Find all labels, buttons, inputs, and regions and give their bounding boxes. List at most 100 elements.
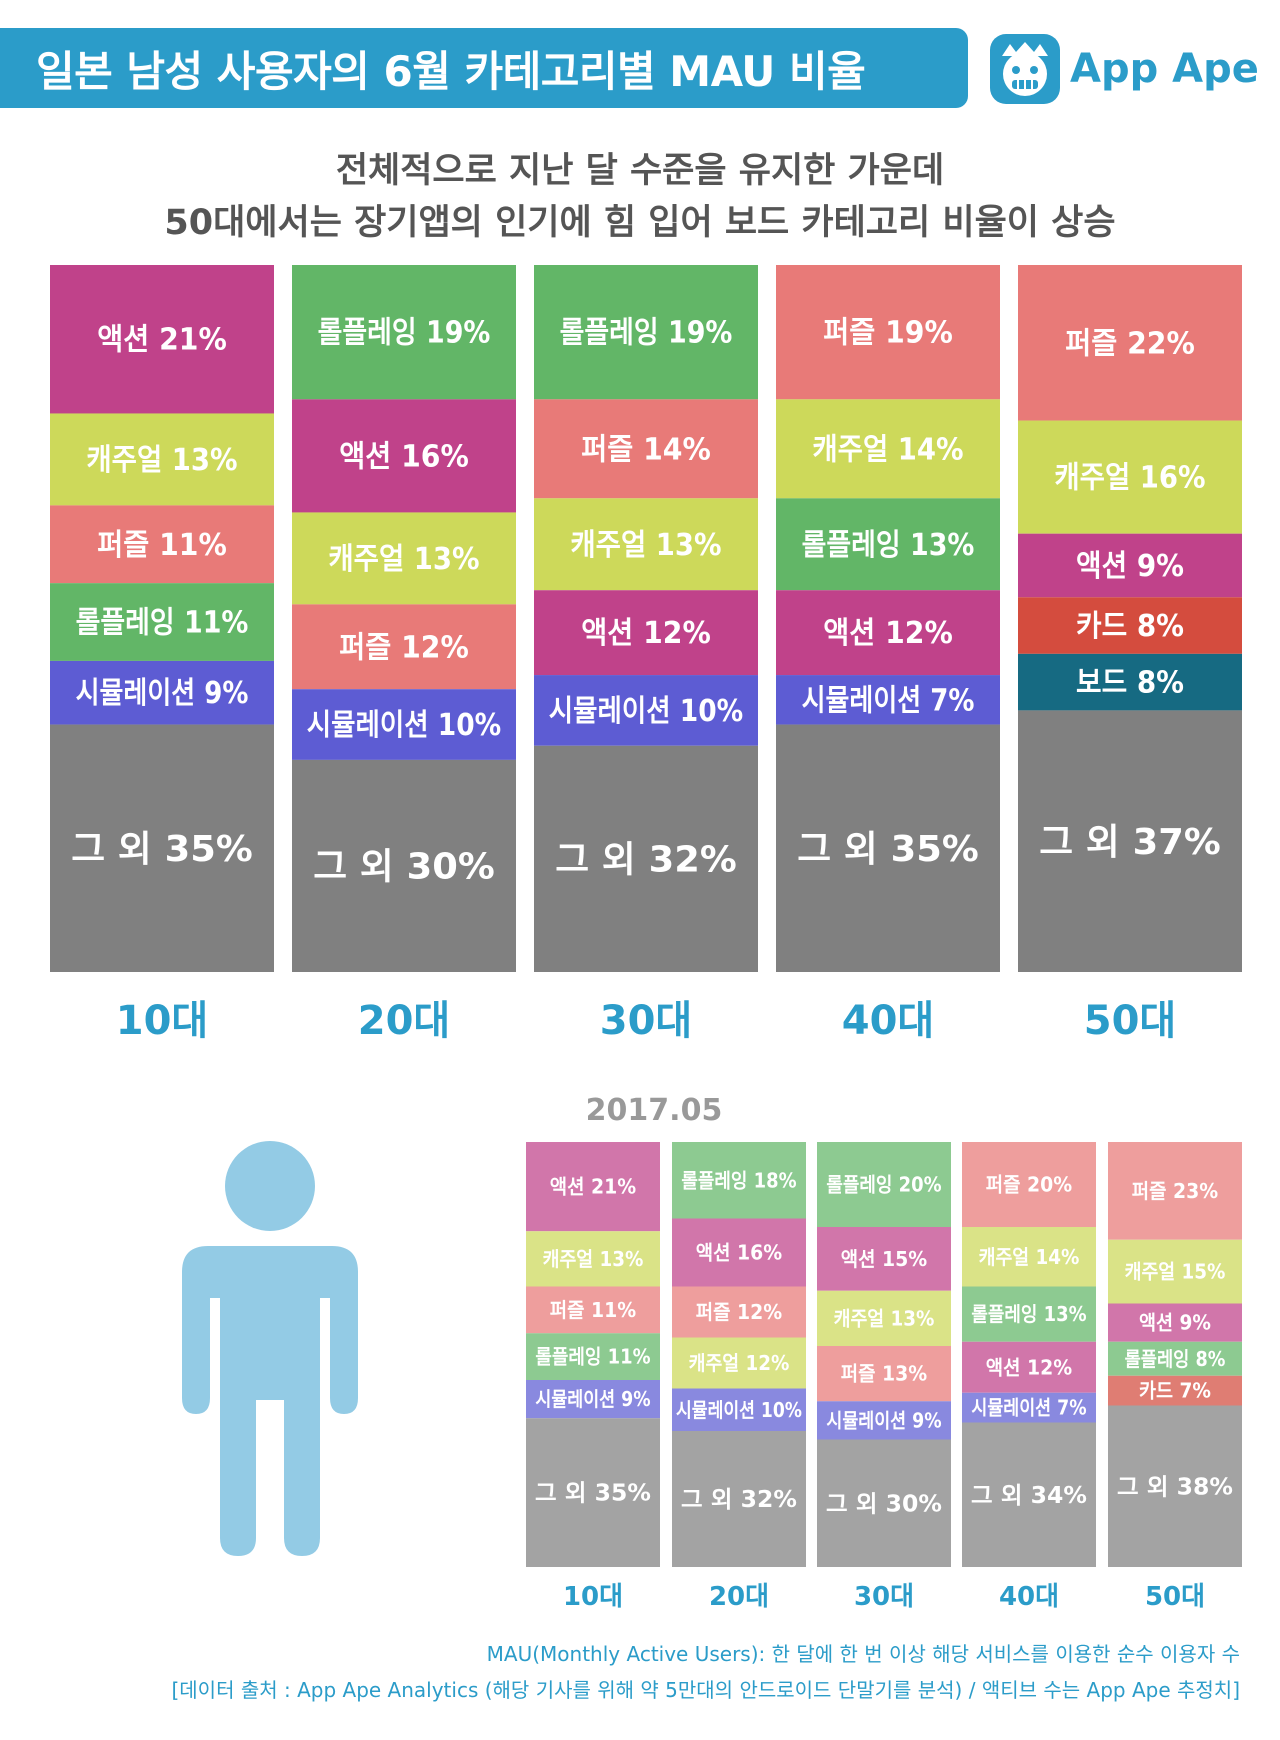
bar-segment bbox=[776, 590, 1000, 676]
data-label: 캐주얼 13% bbox=[543, 1247, 644, 1271]
data-label: 퍼즐 23% bbox=[1132, 1179, 1218, 1203]
subtitle-line-1: 전체적으로 지난 달 수준을 유지한 가운데 bbox=[335, 151, 945, 191]
chart-1: 액션 21% 캐주얼 13% 퍼즐 11% 롤플레잉 11% 시뮬레이션 9% 그 외 3… bbox=[50, 265, 1242, 972]
page-title: 일본 남성 사용자의 6월 카테고리별 MAU 비율 bbox=[36, 46, 866, 96]
category-label: 30대 bbox=[600, 998, 692, 1044]
data-label: 캐주얼 14% bbox=[812, 432, 963, 467]
data-label: 카드 8% bbox=[1076, 609, 1184, 644]
bar-segment bbox=[1018, 265, 1242, 421]
data-label: 그 외 30% bbox=[313, 847, 494, 888]
data-label: 캐주얼 12% bbox=[689, 1351, 790, 1375]
bar-segment bbox=[776, 498, 1000, 591]
data-label: 보드 8% bbox=[1076, 666, 1184, 701]
bar-segment bbox=[534, 399, 758, 499]
data-label: 롤플레잉 19% bbox=[318, 316, 491, 351]
bar-segment bbox=[672, 1388, 806, 1431]
bar-segment bbox=[526, 1380, 660, 1419]
data-label: 롤플레잉 11% bbox=[76, 606, 249, 641]
bar-segment bbox=[962, 1286, 1096, 1342]
category-label: 50대 bbox=[1145, 1582, 1205, 1612]
bar-segment bbox=[776, 399, 1000, 499]
data-label: 퍼즐 12% bbox=[339, 630, 469, 665]
data-label: 퍼즐 12% bbox=[696, 1300, 782, 1324]
data-label: 그 외 37% bbox=[1039, 822, 1220, 863]
data-label: 롤플레잉 8% bbox=[1125, 1347, 1226, 1371]
bar-segment bbox=[672, 1142, 806, 1219]
bar-segment bbox=[292, 399, 516, 513]
bar-segment bbox=[1108, 1142, 1242, 1240]
category-label: 10대 bbox=[563, 1582, 623, 1612]
bar-segment bbox=[526, 1333, 660, 1380]
data-label: 시뮬레이션 10% bbox=[307, 708, 501, 743]
bar-segment bbox=[1108, 1239, 1242, 1304]
mau-definition: MAU(Monthly Active Users): 한 달에 한 번 이상 해… bbox=[486, 1642, 1240, 1666]
bar-segment bbox=[526, 1286, 660, 1334]
bar-segment bbox=[776, 675, 1000, 725]
data-label: 시뮬레이션 10% bbox=[676, 1398, 802, 1422]
bar-segment bbox=[1018, 710, 1242, 972]
data-label: 액션 9% bbox=[1076, 549, 1184, 584]
data-label: 그 외 30% bbox=[826, 1491, 942, 1517]
chart-2: 액션 21% 캐주얼 13% 퍼즐 11% 롤플레잉 11% 시뮬레이션 9% 그 외 3… bbox=[526, 1142, 1242, 1567]
data-label: 퍼즐 19% bbox=[823, 316, 953, 351]
data-label: 시뮬레이션 10% bbox=[549, 694, 743, 729]
data-label: 액션 12% bbox=[823, 616, 953, 651]
data-label: 캐주얼 14% bbox=[979, 1245, 1080, 1269]
data-label: 그 외 35% bbox=[535, 1481, 651, 1507]
bar-segment bbox=[817, 1227, 951, 1291]
brand-name: App Ape bbox=[1070, 46, 1259, 92]
brand: App Ape bbox=[988, 32, 1259, 106]
category-label: 20대 bbox=[709, 1582, 769, 1612]
data-label: 시뮬레이션 9% bbox=[76, 676, 249, 711]
data-label: 액션 16% bbox=[339, 439, 469, 474]
bar-segment bbox=[534, 498, 758, 591]
data-label: 그 외 34% bbox=[971, 1483, 1087, 1509]
data-label: 롤플레잉 13% bbox=[971, 1302, 1086, 1326]
bar-segment bbox=[817, 1439, 951, 1567]
bar-segment bbox=[962, 1422, 1096, 1567]
data-label: 그 외 32% bbox=[681, 1487, 797, 1513]
data-label: 액션 12% bbox=[986, 1355, 1072, 1379]
data-label: 롤플레잉 19% bbox=[560, 316, 733, 351]
data-label: 퍼즐 11% bbox=[550, 1298, 636, 1322]
data-label: 액션 16% bbox=[696, 1241, 782, 1265]
subtitle: 전체적으로 지난 달 수준을 유지한 가운데 50대에서는 장기앱의 인기에 힘… bbox=[0, 145, 1280, 249]
bar-segment bbox=[962, 1392, 1096, 1423]
bar-segment bbox=[1108, 1341, 1242, 1376]
chart-title: 2017.05 bbox=[586, 1093, 723, 1128]
bar-segment bbox=[1108, 1405, 1242, 1567]
bar-segment bbox=[50, 265, 274, 414]
bar-segment bbox=[1018, 597, 1242, 654]
footnotes: MAU(Monthly Active Users): 한 달에 한 번 이상 해… bbox=[171, 1636, 1240, 1708]
data-label: 롤플레잉 13% bbox=[802, 528, 975, 563]
category-label: 20대 bbox=[358, 998, 450, 1044]
bar-segment bbox=[962, 1142, 1096, 1227]
data-label: 그 외 38% bbox=[1117, 1474, 1233, 1500]
category-label: 10대 bbox=[116, 998, 208, 1044]
category-label: 30대 bbox=[854, 1582, 914, 1612]
data-label: 액션 15% bbox=[841, 1247, 927, 1271]
bar-segment bbox=[962, 1227, 1096, 1287]
bar-segment bbox=[1018, 420, 1242, 534]
bar-segment bbox=[50, 583, 274, 661]
data-label: 캐주얼 13% bbox=[86, 443, 237, 478]
bar-segment bbox=[817, 1401, 951, 1440]
data-label: 캐주얼 15% bbox=[1125, 1260, 1226, 1284]
data-label: 캐주얼 16% bbox=[1054, 461, 1205, 496]
bar-segment bbox=[817, 1142, 951, 1227]
title-banner: 일본 남성 사용자의 6월 카테고리별 MAU 비율 bbox=[0, 28, 968, 108]
data-label: 롤플레잉 20% bbox=[826, 1173, 941, 1197]
bar-segment bbox=[1108, 1375, 1242, 1406]
bar-segment bbox=[50, 724, 274, 972]
bar-segment bbox=[292, 689, 516, 760]
data-label: 퍼즐 14% bbox=[581, 432, 711, 467]
data-label: 퍼즐 13% bbox=[841, 1362, 927, 1386]
category-label: 40대 bbox=[999, 1582, 1059, 1612]
data-label: 캐주얼 13% bbox=[328, 542, 479, 577]
bar-segment bbox=[526, 1418, 660, 1567]
data-label: 캐주얼 13% bbox=[570, 528, 721, 563]
data-label: 퍼즐 20% bbox=[986, 1173, 1072, 1197]
bar-segment bbox=[672, 1218, 806, 1287]
data-label: 그 외 35% bbox=[797, 829, 978, 870]
